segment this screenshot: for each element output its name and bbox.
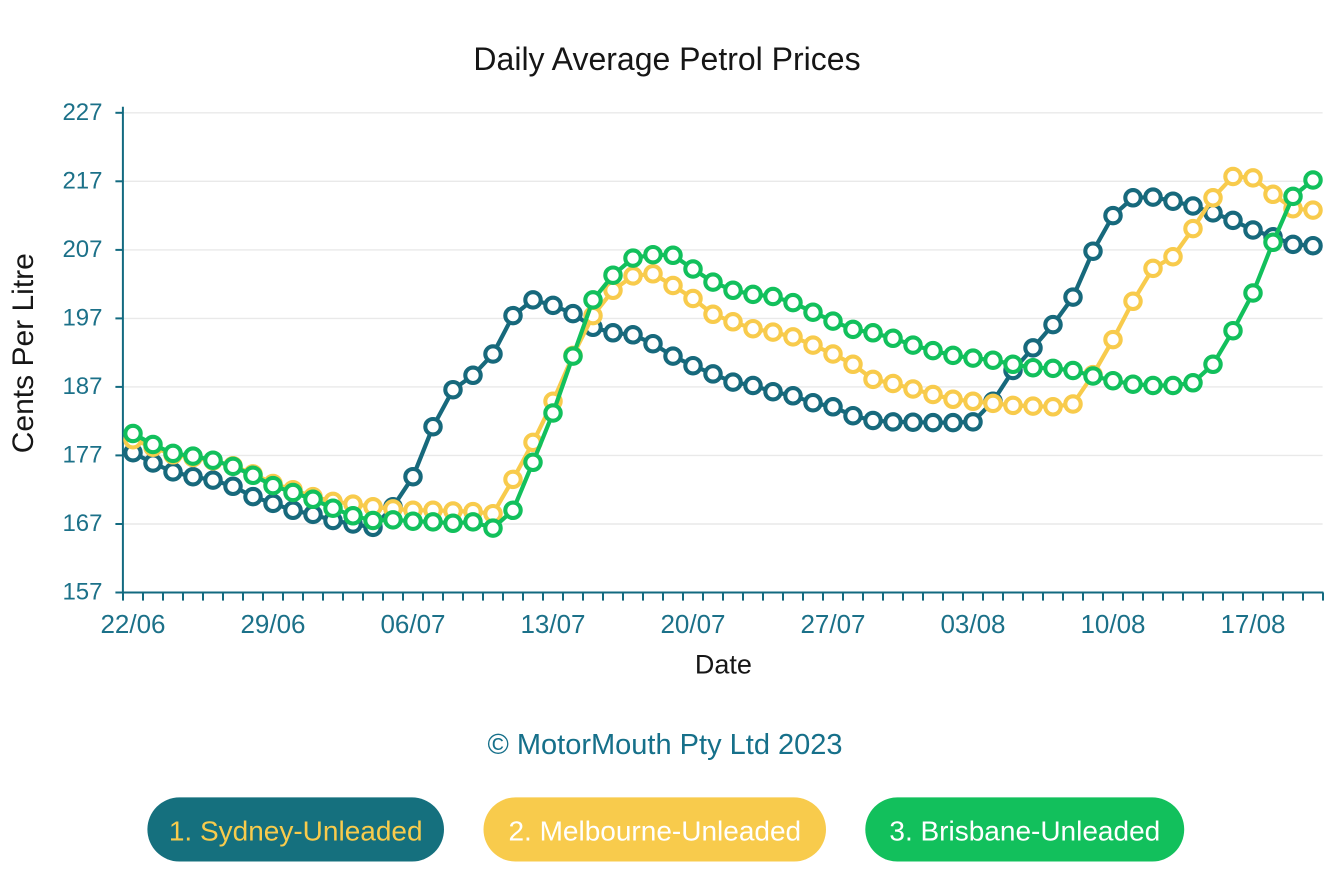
- svg-text:10/08: 10/08: [1080, 609, 1145, 639]
- svg-text:Date: Date: [695, 650, 752, 680]
- svg-text:27/07: 27/07: [800, 609, 865, 639]
- svg-text:03/08: 03/08: [940, 609, 1005, 639]
- svg-text:20/07: 20/07: [660, 609, 725, 639]
- svg-text:1. Sydney-Unleaded: 1. Sydney-Unleaded: [169, 816, 423, 847]
- svg-text:177: 177: [62, 442, 102, 469]
- svg-text:13/07: 13/07: [520, 609, 585, 639]
- svg-text:227: 227: [62, 99, 102, 126]
- svg-text:Cents Per Litre: Cents Per Litre: [7, 253, 40, 453]
- svg-text:29/06: 29/06: [240, 609, 305, 639]
- svg-text:17/08: 17/08: [1220, 609, 1285, 639]
- svg-text:Daily Average Petrol Prices: Daily Average Petrol Prices: [473, 41, 860, 77]
- svg-text:3. Brisbane-Unleaded: 3. Brisbane-Unleaded: [889, 816, 1160, 847]
- svg-text:157: 157: [62, 579, 102, 606]
- svg-text:2. Melbourne-Unleaded: 2. Melbourne-Unleaded: [508, 816, 801, 847]
- svg-text:217: 217: [62, 168, 102, 195]
- svg-text:207: 207: [62, 236, 102, 263]
- svg-text:© MotorMouth Pty Ltd 2023: © MotorMouth Pty Ltd 2023: [487, 729, 842, 761]
- svg-text:22/06: 22/06: [100, 609, 165, 639]
- svg-text:167: 167: [62, 510, 102, 537]
- svg-text:187: 187: [62, 373, 102, 400]
- svg-text:06/07: 06/07: [380, 609, 445, 639]
- svg-text:197: 197: [62, 305, 102, 332]
